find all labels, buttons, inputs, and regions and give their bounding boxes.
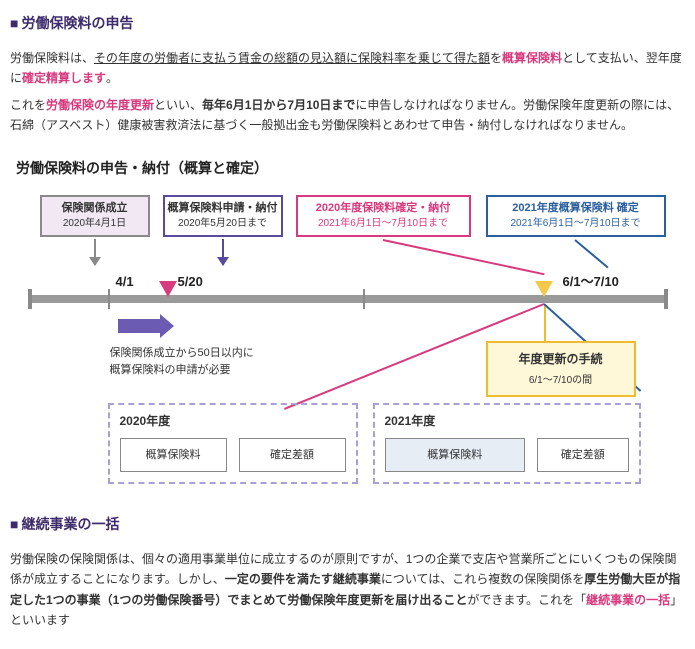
p1-mid: を <box>490 51 502 65</box>
boxD-l1: 2021年度概算保険料 確定 <box>512 201 639 216</box>
callout-title: 年度更新の手続 <box>518 352 602 366</box>
s2-bold1: 一定の要件を満たす継続事業 <box>225 572 381 586</box>
year-group-2021: 2021年度 概算保険料 確定差額 <box>373 403 641 484</box>
p2-bold: 毎年6月1日から7月10日まで <box>202 98 355 112</box>
box-estimate-apply: 概算保険料申請・納付 2020年5月20日まで <box>163 195 283 237</box>
timeline-bar <box>28 295 668 303</box>
note-50days: 保険関係成立から50日以内に 概算保険料の申請が必要 <box>110 345 254 378</box>
section2-title: ■継続事業の一括 <box>10 513 685 537</box>
boxC-l2: 2021年6月1日〜7月10日まで <box>318 217 448 231</box>
marker-red-icon <box>159 281 177 297</box>
s2-term: 継続事業の一括 <box>586 593 670 607</box>
yg2-label: 2021年度 <box>385 411 629 431</box>
section1-para2: これを労働保険の年度更新といい、毎年6月1日から7月10日までに申告しなければな… <box>10 95 685 136</box>
connector-yellow-icon <box>544 305 546 341</box>
callout-annual-renewal: 年度更新の手続 6/1〜7/10の間 <box>486 341 636 396</box>
boxA-l2: 2020年4月1日 <box>63 217 126 231</box>
note50-l2: 概算保険料の申請が必要 <box>110 364 231 376</box>
yg1-estimate-box: 概算保険料 <box>120 438 227 473</box>
boxC-l1: 2020年度保険料確定・納付 <box>316 201 450 216</box>
tick-4-1 <box>108 289 110 309</box>
tick-start <box>28 289 32 309</box>
yg2-estimate-box: 概算保険料 <box>385 438 525 473</box>
big-arrow-icon <box>118 319 160 333</box>
section1-para1: 労働保険料は、その年度の労働者に支払う賃金の総額の見込額に保険料率を乗じて得た額… <box>10 48 685 89</box>
s2-mid2: ができます。これを「 <box>467 593 586 607</box>
section2: ■継続事業の一括 労働保険の保険関係は、個々の適用事業単位に成立するのが原則です… <box>10 513 685 630</box>
section1-title: ■労働保険料の申告 <box>10 12 685 36</box>
square-icon: ■ <box>10 15 18 31</box>
yg1-boxes: 概算保険料 確定差額 <box>120 438 346 473</box>
p1-underline: その年度の労働者に支払う賃金の総額の見込額に保険料率を乗じて得た額 <box>94 51 490 65</box>
tl-label-4-1: 4/1 <box>116 271 134 293</box>
p1-term1: 概算保険料 <box>502 51 562 65</box>
p2-mid: といい、 <box>154 98 202 112</box>
tick-end <box>664 289 668 309</box>
connector-d-icon <box>574 239 608 268</box>
boxB-l1: 概算保険料申請・納付 <box>168 201 278 216</box>
callout-sub: 6/1〜7/10の間 <box>492 372 630 389</box>
section2-title-text: 継続事業の一括 <box>21 516 119 532</box>
connector-c-icon <box>382 239 544 275</box>
tl-label-6-1: 6/1〜7/10 <box>563 271 619 293</box>
box-2020-confirm: 2020年度保険料確定・納付 2021年6月1日〜7月10日まで <box>296 195 471 237</box>
p2-term: 労働保険の年度更新 <box>46 98 154 112</box>
yg2-diff-box: 確定差額 <box>537 438 629 473</box>
tl-label-5-20: 5/20 <box>178 271 203 293</box>
p2-pre: これを <box>10 98 46 112</box>
p1-pre: 労働保険料は、 <box>10 51 94 65</box>
boxA-l1: 保険関係成立 <box>62 201 128 216</box>
timeline-chart: 保険関係成立 2020年4月1日 概算保険料申請・納付 2020年5月20日まで… <box>18 195 678 485</box>
section1-title-text: 労働保険料の申告 <box>21 15 133 31</box>
box-2021-estimate: 2021年度概算保険料 確定 2021年6月1日〜7月10日まで <box>486 195 666 237</box>
square-icon: ■ <box>10 516 18 532</box>
yg2-boxes: 概算保険料 確定差額 <box>385 438 629 473</box>
arrow-a-icon <box>94 239 96 265</box>
p1-end: 。 <box>106 71 118 85</box>
note50-l1: 保険関係成立から50日以内に <box>110 347 254 359</box>
year-group-2020: 2020年度 概算保険料 確定差額 <box>108 403 358 484</box>
yg1-diff-box: 確定差額 <box>239 438 346 473</box>
p1-term2: 確定精算します <box>22 71 106 85</box>
arrow-b-icon <box>222 239 224 265</box>
boxD-l2: 2021年6月1日〜7月10日まで <box>510 217 640 231</box>
chart-title: 労働保険料の申告・納付（概算と確定） <box>16 157 685 181</box>
box-establish: 保険関係成立 2020年4月1日 <box>40 195 150 237</box>
tick-mid <box>363 289 365 309</box>
marker-yellow-icon <box>535 281 553 297</box>
boxB-l2: 2020年5月20日まで <box>178 217 267 231</box>
s2-mid1: については、これら複数の保険関係を <box>381 572 584 586</box>
yg1-label: 2020年度 <box>120 411 346 431</box>
section2-para: 労働保険の保険関係は、個々の適用事業単位に成立するのが原則ですが、1つの企業で支… <box>10 549 685 631</box>
